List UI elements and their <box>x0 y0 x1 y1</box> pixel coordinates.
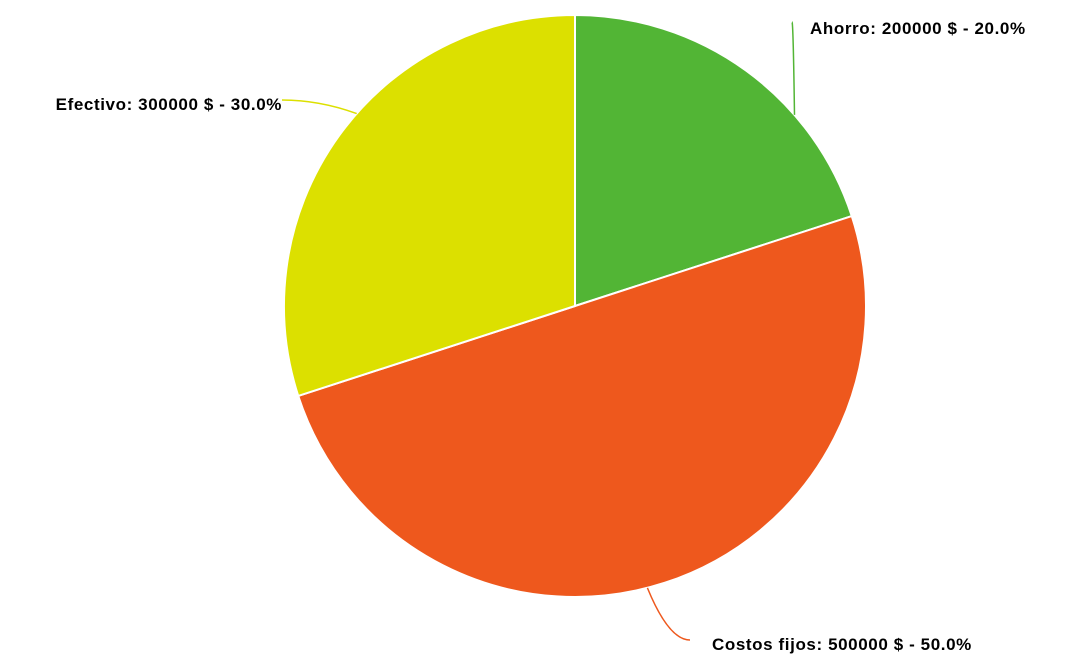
pie-slices <box>283 13 867 599</box>
leader-line-costos-fijos <box>646 587 691 641</box>
slice-labels: Ahorro: 200000 $ - 20.0% Costos fijos: 50… <box>56 19 1026 654</box>
leader-line-efectivo <box>281 99 357 115</box>
pie-slice-efectivo <box>283 13 576 398</box>
leader-lines <box>281 21 796 641</box>
pie-slice-ahorro <box>574 13 854 308</box>
leader-line-ahorro <box>791 21 796 115</box>
pie-slice-costos-fijos <box>296 214 867 599</box>
slice-label-efectivo: Efectivo: 300000 $ - 30.0% <box>56 95 282 114</box>
slice-label-ahorro: Ahorro: 200000 $ - 20.0% <box>810 19 1026 38</box>
slice-label-costos-fijos: Costos fijos: 500000 $ - 50.0% <box>712 635 972 654</box>
